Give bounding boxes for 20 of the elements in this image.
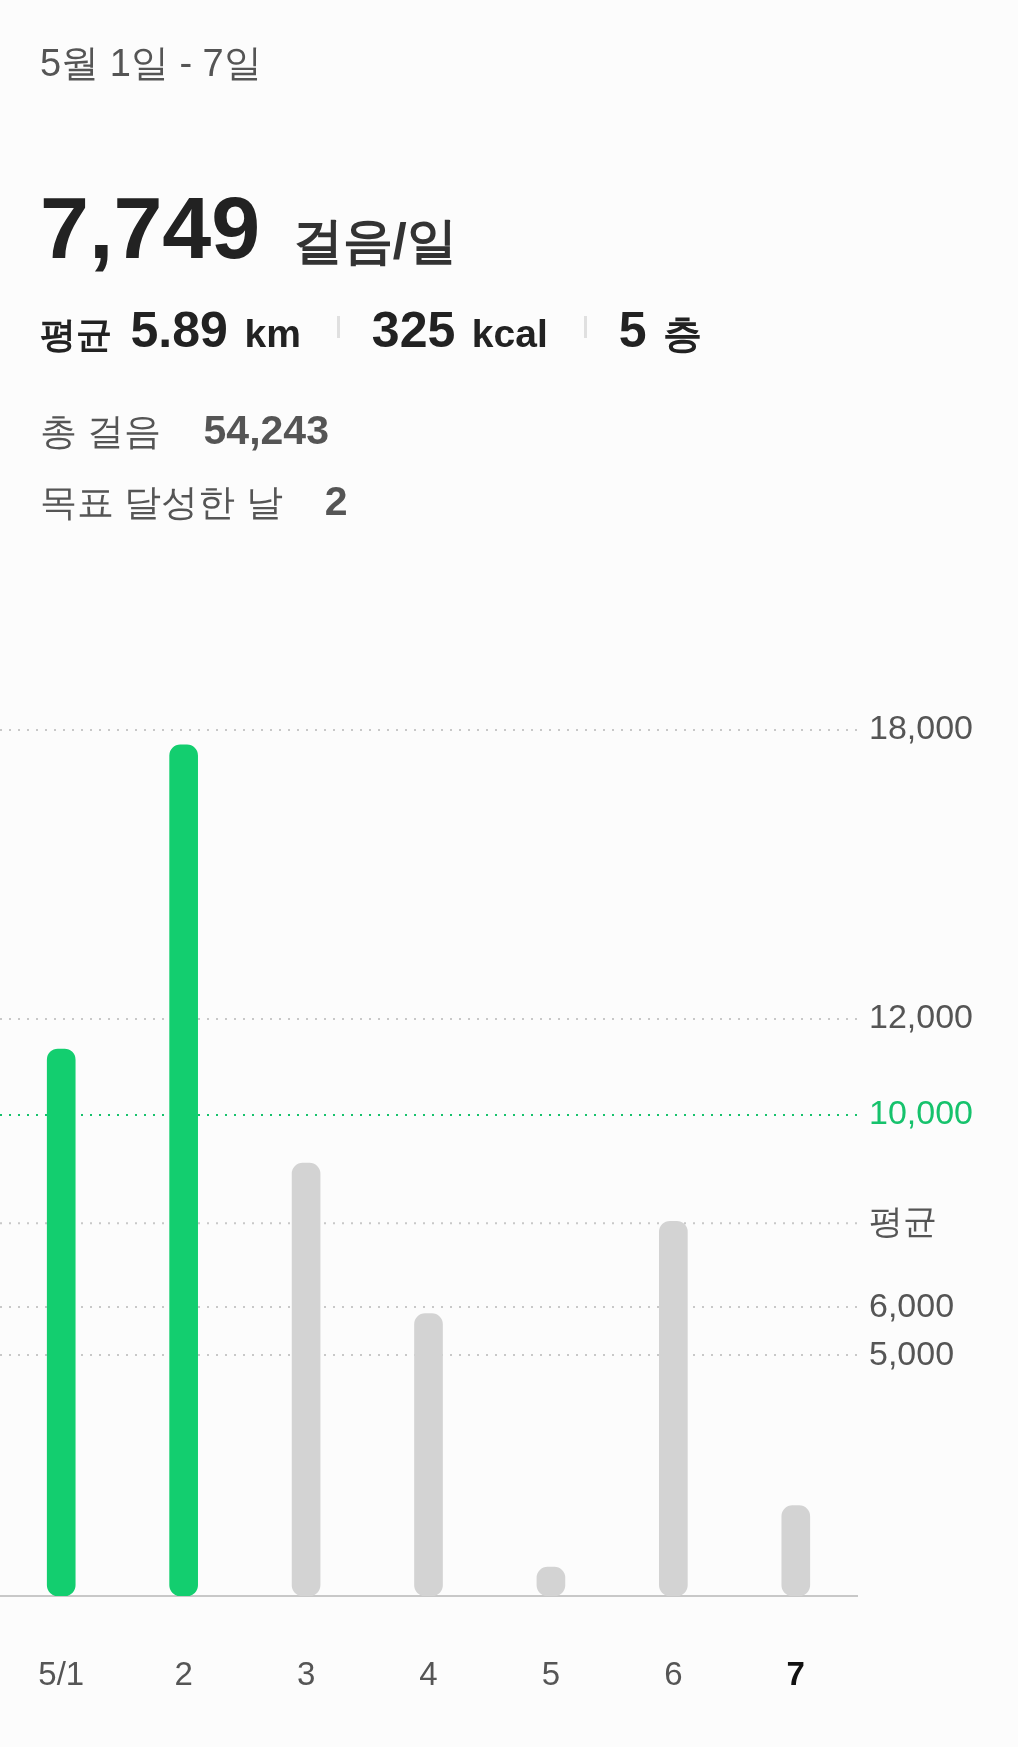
- chart-subtitle: 7,749 걸음/일: [40, 178, 457, 277]
- y-tick-label: 6,000: [869, 1285, 955, 1324]
- text: 목표 달성한 날 2: [40, 478, 348, 524]
- y-tick-label: 5,000: [869, 1333, 955, 1372]
- y-tick-label: 18,000: [869, 708, 973, 747]
- text: 5 층: [618, 302, 703, 358]
- text: 평균 5.89 km: [40, 302, 301, 358]
- ref-line-label: 평균: [869, 1201, 937, 1240]
- x-tick-label: 4: [419, 1654, 438, 1692]
- chart-title: 5월 1일 - 7일: [40, 42, 262, 84]
- x-tick-label: 5: [541, 1654, 561, 1692]
- ref-line-label: 10,000: [869, 1093, 973, 1132]
- x-tick-label: 3: [296, 1654, 316, 1692]
- text: 총 걸음 54,243: [40, 407, 329, 453]
- x-tick-label: 7: [786, 1654, 805, 1692]
- x-tick-label: 2: [174, 1654, 193, 1692]
- x-tick-label: 6: [664, 1654, 683, 1692]
- text: 325 kcal: [371, 302, 548, 358]
- x-tick-label: 5/1: [38, 1654, 85, 1692]
- y-tick-label: 12,000: [869, 997, 973, 1036]
